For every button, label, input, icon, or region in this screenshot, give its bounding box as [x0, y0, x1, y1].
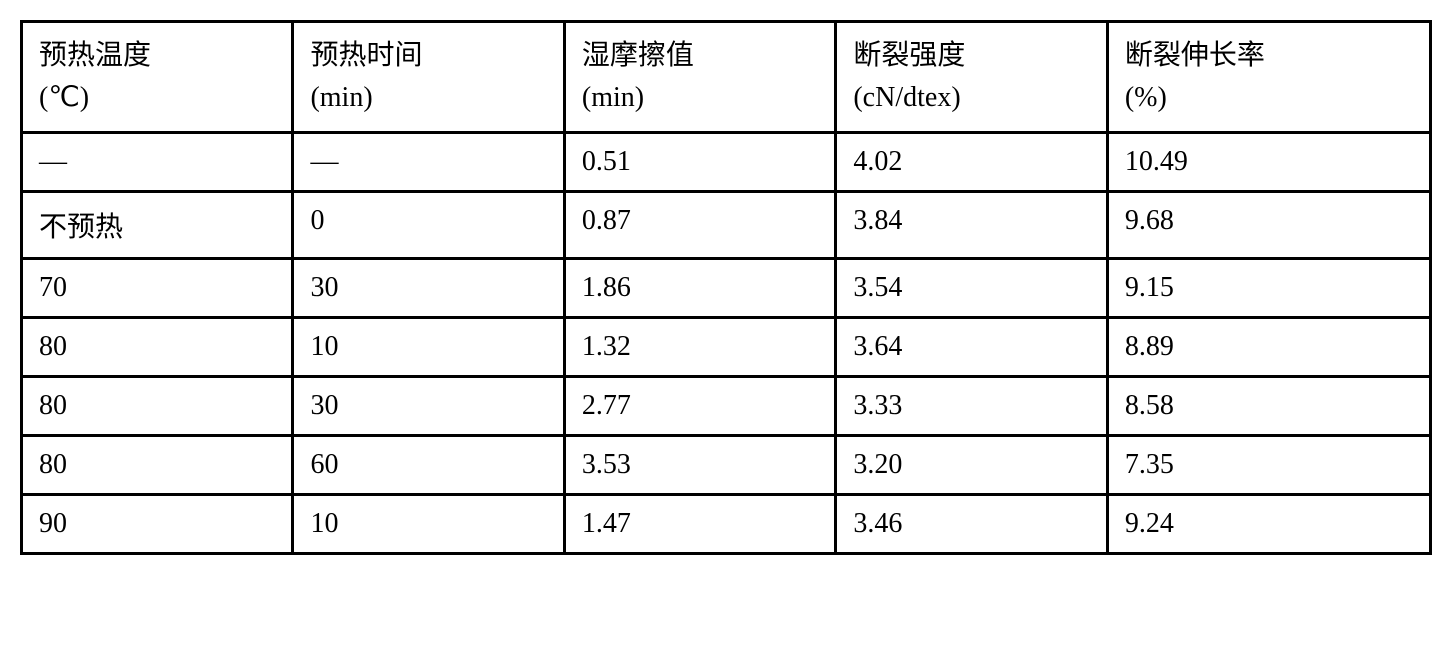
table-cell: 2.77 — [564, 377, 835, 436]
column-header-break-strength: 断裂强度 (cN/dtex) — [836, 22, 1107, 133]
table-cell: — — [293, 133, 564, 192]
header-unit: (cN/dtex) — [853, 77, 1089, 119]
data-table: 预热温度 (℃) 预热时间 (min) 湿摩擦值 (min) 断裂强度 (cN/… — [20, 20, 1432, 555]
table-cell: 80 — [22, 318, 293, 377]
table-cell: 1.32 — [564, 318, 835, 377]
table-cell: 3.20 — [836, 436, 1107, 495]
header-label: 断裂伸长率 — [1125, 40, 1265, 71]
table-row: 80 10 1.32 3.64 8.89 — [22, 318, 1431, 377]
column-header-wet-friction: 湿摩擦值 (min) — [564, 22, 835, 133]
header-label: 预热时间 — [310, 40, 422, 71]
table-cell: 9.68 — [1107, 192, 1430, 259]
column-header-elongation: 断裂伸长率 (%) — [1107, 22, 1430, 133]
table-cell: 10 — [293, 495, 564, 554]
table-cell: 3.84 — [836, 192, 1107, 259]
table-row: 70 30 1.86 3.54 9.15 — [22, 259, 1431, 318]
table-header-row: 预热温度 (℃) 预热时间 (min) 湿摩擦值 (min) 断裂强度 (cN/… — [22, 22, 1431, 133]
table-row: 90 10 1.47 3.46 9.24 — [22, 495, 1431, 554]
table-cell: 0.51 — [564, 133, 835, 192]
header-label: 断裂强度 — [853, 40, 965, 71]
header-unit: (min) — [310, 77, 546, 119]
table-cell: 80 — [22, 377, 293, 436]
table-cell: 30 — [293, 259, 564, 318]
table-cell: 1.47 — [564, 495, 835, 554]
table-cell: 3.64 — [836, 318, 1107, 377]
table-cell: 9.15 — [1107, 259, 1430, 318]
header-unit: (min) — [582, 77, 818, 119]
column-header-preheat-temp: 预热温度 (℃) — [22, 22, 293, 133]
table-cell: 7.35 — [1107, 436, 1430, 495]
table-cell: 9.24 — [1107, 495, 1430, 554]
table-cell: 1.86 — [564, 259, 835, 318]
table-cell: 10.49 — [1107, 133, 1430, 192]
table-cell: 80 — [22, 436, 293, 495]
table-cell: 8.58 — [1107, 377, 1430, 436]
table-cell: 8.89 — [1107, 318, 1430, 377]
table-cell: 0 — [293, 192, 564, 259]
table-cell: 3.46 — [836, 495, 1107, 554]
table-cell: 30 — [293, 377, 564, 436]
table-cell: 不预热 — [22, 192, 293, 259]
table-cell: 4.02 — [836, 133, 1107, 192]
header-label: 预热温度 — [39, 40, 151, 71]
table-cell: — — [22, 133, 293, 192]
table-row: 80 60 3.53 3.20 7.35 — [22, 436, 1431, 495]
table-cell: 3.33 — [836, 377, 1107, 436]
table-cell: 0.87 — [564, 192, 835, 259]
table-cell: 3.54 — [836, 259, 1107, 318]
table-row: — — 0.51 4.02 10.49 — [22, 133, 1431, 192]
table-row: 80 30 2.77 3.33 8.58 — [22, 377, 1431, 436]
table-cell: 60 — [293, 436, 564, 495]
header-unit: (℃) — [39, 77, 275, 119]
table-cell: 70 — [22, 259, 293, 318]
table-cell: 10 — [293, 318, 564, 377]
table-cell: 3.53 — [564, 436, 835, 495]
column-header-preheat-time: 预热时间 (min) — [293, 22, 564, 133]
table-row: 不预热 0 0.87 3.84 9.68 — [22, 192, 1431, 259]
table-cell: 90 — [22, 495, 293, 554]
header-unit: (%) — [1125, 77, 1413, 119]
header-label: 湿摩擦值 — [582, 40, 694, 71]
